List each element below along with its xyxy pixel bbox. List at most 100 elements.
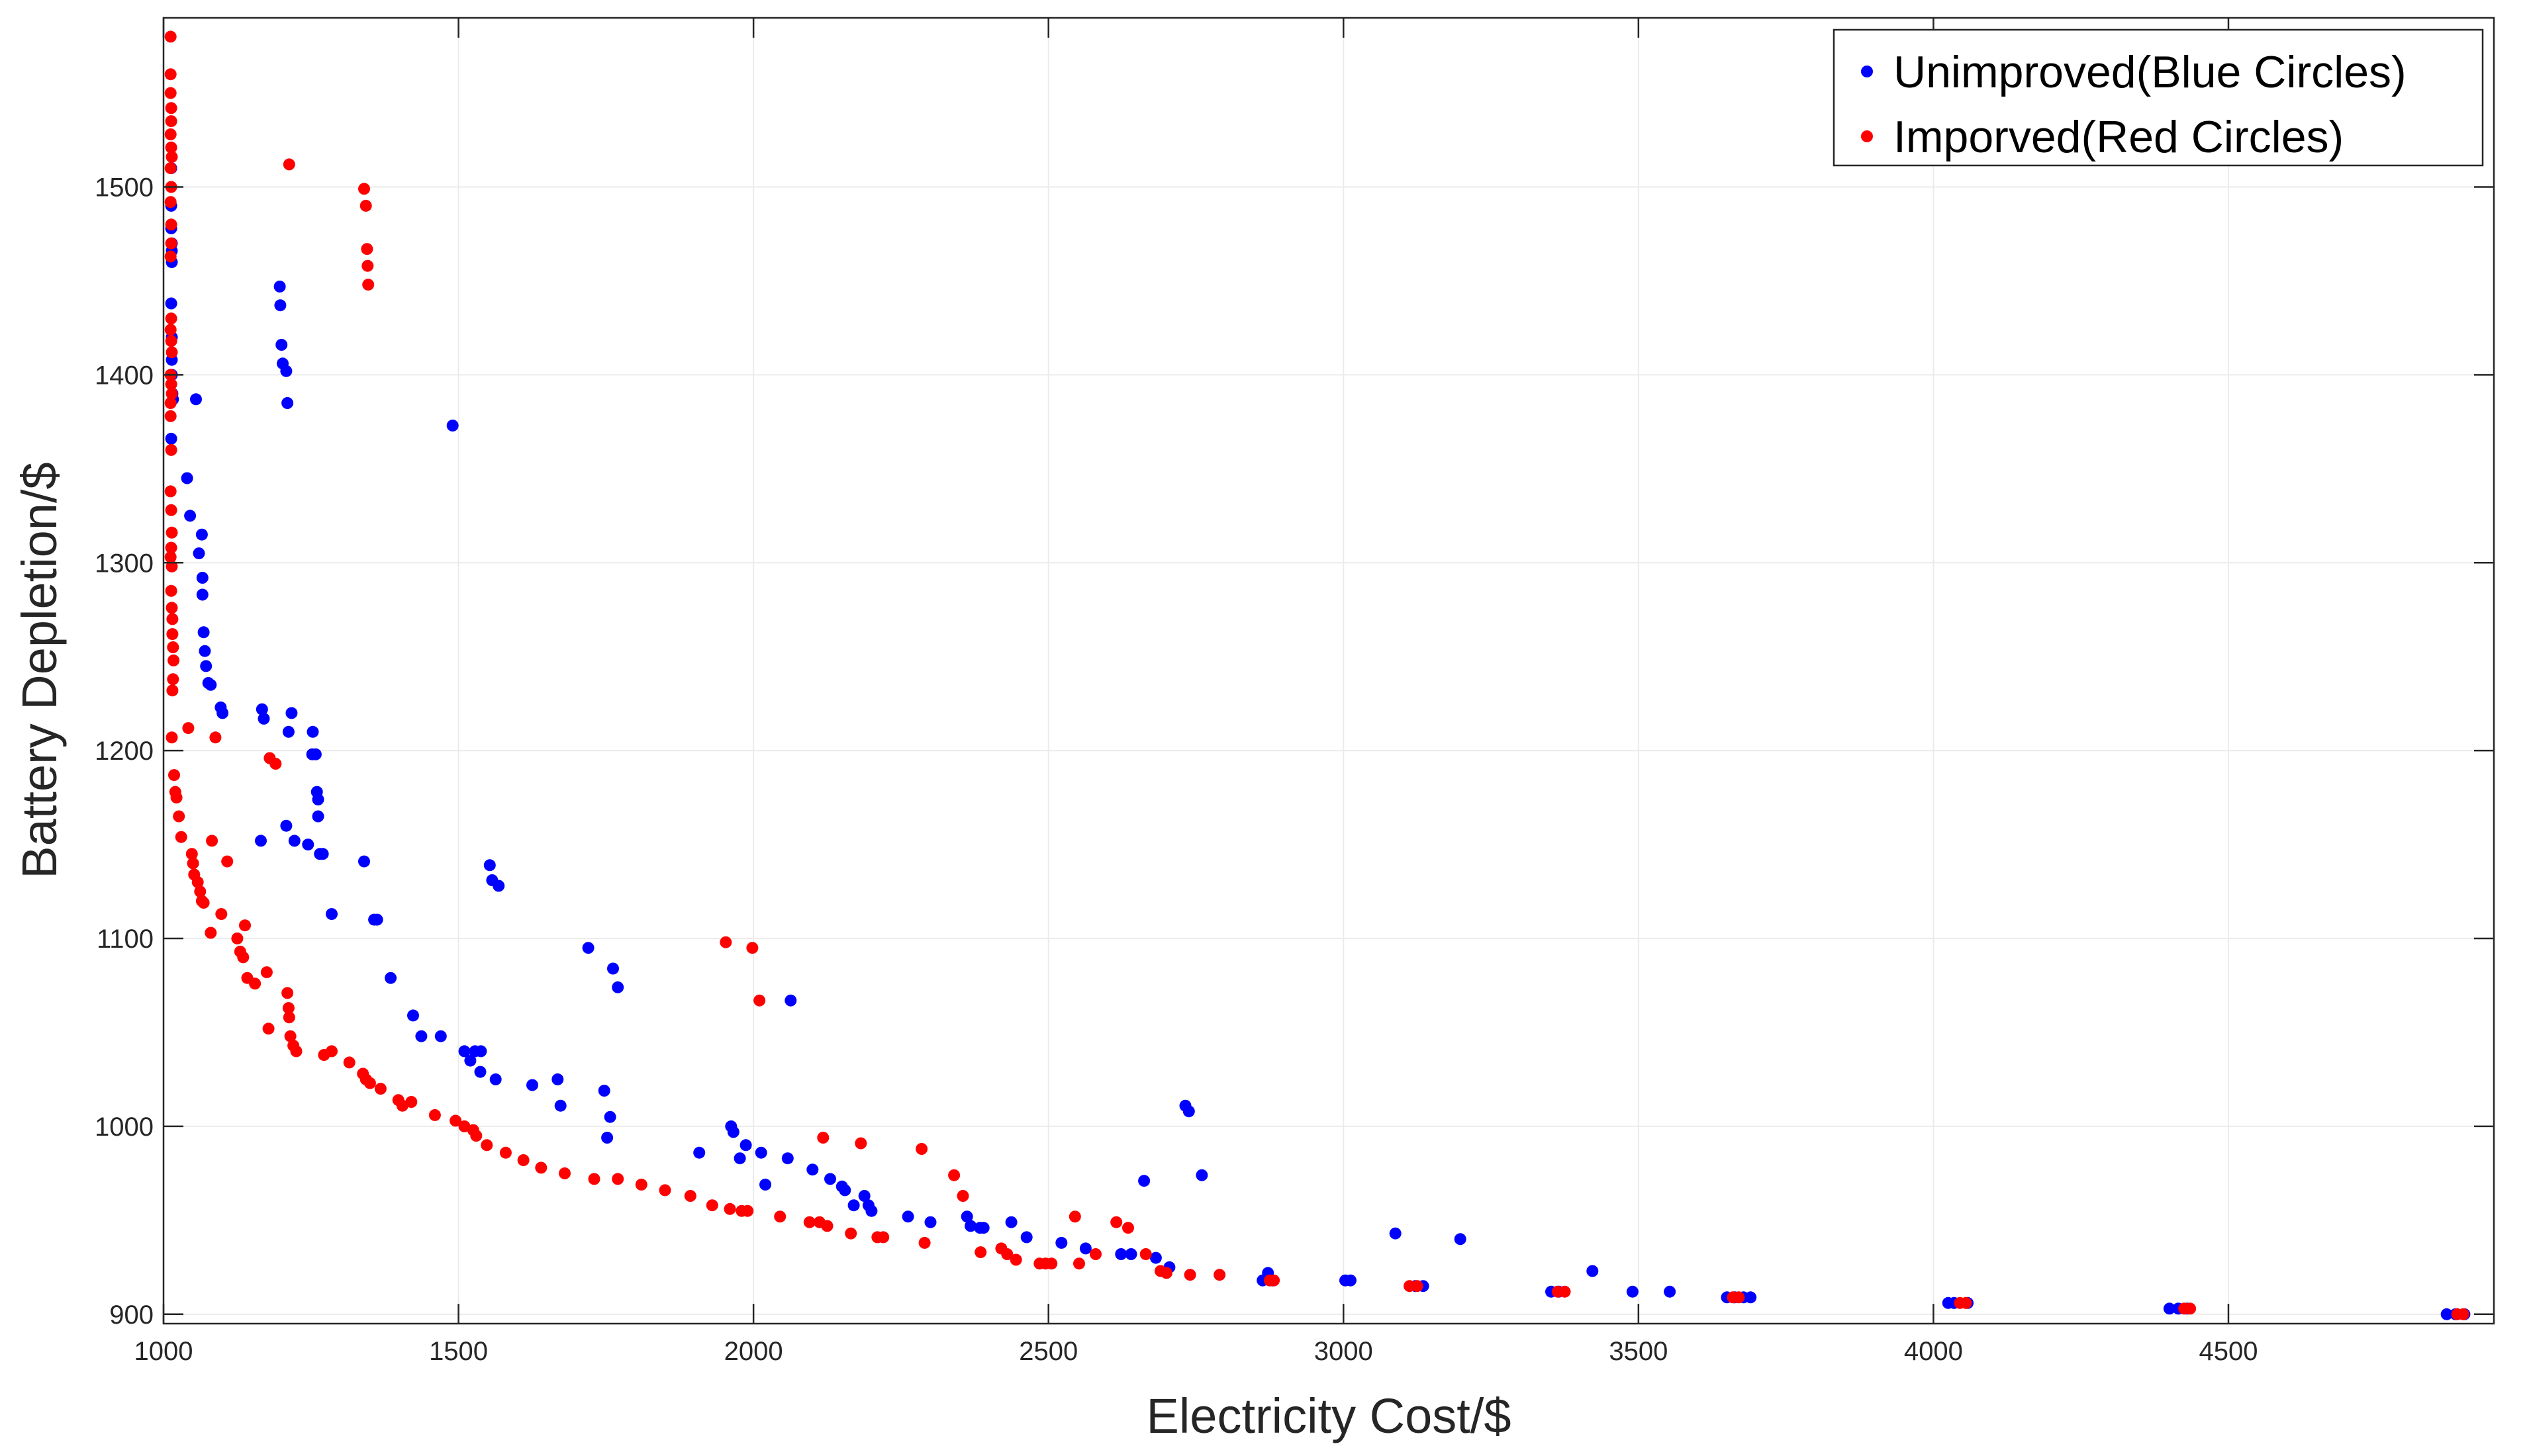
unimproved-point xyxy=(1664,1285,1676,1298)
improved-point xyxy=(499,1146,512,1159)
improved-point xyxy=(239,919,251,932)
unimproved-point xyxy=(464,1054,477,1067)
improved-point xyxy=(164,410,177,422)
improved-point xyxy=(659,1184,671,1197)
unimproved-point xyxy=(326,908,338,921)
unimproved-point xyxy=(1586,1265,1599,1277)
improved-point xyxy=(166,151,178,163)
unimproved-point xyxy=(1115,1248,1127,1260)
plot-frame xyxy=(162,17,2495,1325)
improved-point xyxy=(343,1056,356,1069)
improved-point xyxy=(166,628,179,641)
improved-point xyxy=(746,942,759,954)
x-tick-label: 3000 xyxy=(1314,1337,1373,1366)
x-tick-label: 4500 xyxy=(2199,1337,2258,1366)
improved-point xyxy=(2184,1302,2197,1315)
unimproved-point xyxy=(258,712,270,725)
improved-point xyxy=(165,541,177,554)
unimproved-point xyxy=(1389,1227,1402,1240)
unimproved-point xyxy=(197,626,210,639)
y-tick-label: 1000 xyxy=(95,1113,154,1142)
improved-point xyxy=(358,183,370,195)
improved-point xyxy=(215,908,228,921)
unimproved-point xyxy=(806,1163,819,1176)
improved-point xyxy=(975,1246,987,1259)
y-tick-label: 900 xyxy=(109,1300,154,1330)
improved-point xyxy=(817,1132,830,1144)
unimproved-point xyxy=(759,1178,771,1191)
improved-point xyxy=(1411,1280,1423,1293)
improved-point xyxy=(588,1173,600,1185)
unimproved-point xyxy=(483,859,496,872)
improved-point xyxy=(164,551,177,563)
improved-point xyxy=(166,602,178,614)
improved-point xyxy=(194,886,207,898)
improved-point xyxy=(1090,1248,1102,1260)
improved-point xyxy=(164,68,177,81)
improved-point xyxy=(166,613,179,625)
x-tick-label: 2500 xyxy=(1019,1337,1078,1366)
improved-point xyxy=(173,810,185,823)
unimproved-point xyxy=(302,839,314,851)
unimproved-point xyxy=(312,794,324,805)
unimproved-point xyxy=(312,810,324,823)
improved-point xyxy=(165,504,177,516)
improved-point xyxy=(283,1011,295,1024)
improved-point xyxy=(175,831,187,843)
unimproved-point xyxy=(181,472,193,484)
unimproved-point xyxy=(1345,1274,1357,1287)
improved-point xyxy=(450,1115,462,1127)
improved-point xyxy=(165,584,177,597)
improved-point xyxy=(753,994,766,1007)
improved-point xyxy=(283,158,295,171)
improved-point xyxy=(166,731,178,744)
improved-point xyxy=(165,378,177,390)
y-axis-title: Battery Depletion/$ xyxy=(12,462,67,878)
improved-point xyxy=(517,1154,530,1166)
unimproved-point xyxy=(847,1199,860,1212)
improved-point xyxy=(1139,1248,1152,1260)
unimproved-point xyxy=(385,972,397,984)
unimproved-point xyxy=(475,1045,487,1058)
improved-point xyxy=(635,1178,647,1191)
improved-point xyxy=(221,855,234,868)
improved-point xyxy=(821,1220,834,1232)
improved-point xyxy=(1960,1297,1972,1309)
improved-point xyxy=(165,141,177,154)
unimproved-point xyxy=(195,528,208,541)
y-tick-label: 1100 xyxy=(97,925,154,954)
improved-point xyxy=(165,237,177,250)
improved-point xyxy=(1110,1216,1123,1228)
improved-point xyxy=(957,1190,969,1202)
improved-point xyxy=(361,243,373,255)
unimproved-point xyxy=(1744,1291,1757,1304)
unimproved-point xyxy=(604,1111,616,1123)
unimproved-point xyxy=(551,1073,564,1085)
improved-point xyxy=(187,857,199,870)
unimproved-point xyxy=(1055,1236,1068,1249)
improved-point xyxy=(803,1216,816,1228)
improved-point xyxy=(197,897,210,909)
unimproved-point xyxy=(458,1045,471,1058)
improved-point xyxy=(191,876,204,888)
unimproved-point xyxy=(193,547,205,560)
unimproved-point xyxy=(839,1184,851,1197)
improved-point xyxy=(237,951,250,964)
unimproved-point xyxy=(734,1152,746,1165)
improved-point xyxy=(166,387,178,400)
improved-point xyxy=(481,1139,493,1152)
improved-point xyxy=(206,835,218,847)
unimproved-point xyxy=(1454,1233,1466,1246)
unimproved-point xyxy=(165,432,177,445)
improved-point xyxy=(559,1167,571,1179)
x-tick-label: 3500 xyxy=(1609,1337,1668,1366)
improved-point xyxy=(845,1227,857,1240)
legend-label-unimproved: Unimproved(Blue Circles) xyxy=(1893,47,2407,97)
improved-point xyxy=(1733,1291,1745,1304)
improved-point xyxy=(361,259,374,272)
unimproved-point xyxy=(216,707,229,719)
unimproved-point xyxy=(316,848,329,860)
unimproved-point xyxy=(282,725,295,738)
